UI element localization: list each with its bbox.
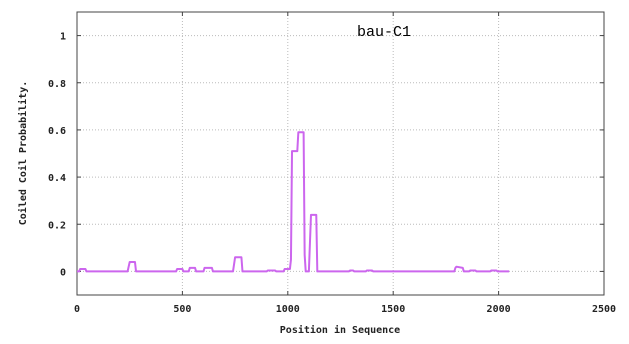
x-tick-label: 1000 bbox=[276, 304, 300, 315]
x-tick-label: 2000 bbox=[487, 304, 511, 315]
y-tick-label: 0.2 bbox=[48, 220, 66, 231]
y-tick-label: 0.4 bbox=[48, 173, 66, 184]
y-tick-label: 0 bbox=[60, 267, 66, 278]
y-tick-labels: 0 0.2 0.4 0.6 0.8 1 bbox=[48, 32, 66, 279]
series-line-bau-C1 bbox=[77, 131, 510, 273]
y-tick-label: 0.6 bbox=[48, 126, 66, 137]
y-tick-label: 0.8 bbox=[48, 79, 66, 90]
plot-area bbox=[77, 12, 604, 295]
x-tick-label: 1500 bbox=[381, 304, 405, 315]
series-label: bau-C1 bbox=[357, 24, 411, 41]
x-tick-labels: 0 500 1000 1500 2000 2500 bbox=[74, 304, 616, 315]
plot-frame bbox=[76, 11, 605, 296]
x-tick-label: 500 bbox=[173, 304, 191, 315]
y-tick-label: 1 bbox=[60, 32, 66, 43]
x-tick-label: 2500 bbox=[592, 304, 616, 315]
x-axis-title: Position in Sequence bbox=[280, 324, 400, 336]
x-tick-label: 0 bbox=[74, 304, 80, 315]
series-group bbox=[77, 131, 510, 273]
y-axis-title: Coiled Coil Probability. bbox=[17, 81, 29, 226]
